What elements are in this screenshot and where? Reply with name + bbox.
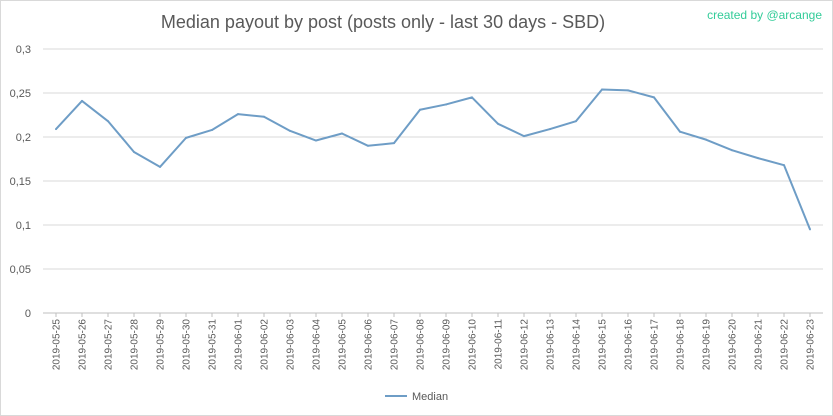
x-tick-label: 2019-06-20 — [728, 319, 739, 371]
data-point — [575, 120, 577, 123]
x-tick-label: 2019-05-31 — [208, 319, 219, 371]
data-point — [159, 165, 161, 168]
x-tick-label: 2019-06-06 — [364, 319, 375, 371]
data-point — [185, 136, 187, 139]
x-tick-label: 2019-06-14 — [572, 319, 583, 371]
data-point — [731, 149, 733, 152]
x-tick-label: 2019-06-02 — [260, 319, 271, 371]
x-tick-label: 2019-05-30 — [182, 319, 193, 371]
x-tick-label: 2019-06-16 — [624, 319, 635, 371]
y-tick-label: 0,2 — [16, 132, 31, 144]
data-point — [133, 150, 135, 153]
data-point — [705, 138, 707, 141]
x-tick-label: 2019-06-08 — [416, 319, 427, 371]
data-point — [809, 228, 811, 231]
x-tick-label: 2019-05-29 — [156, 319, 167, 371]
data-point — [757, 157, 759, 160]
x-tick-label: 2019-05-26 — [78, 319, 89, 371]
data-point — [107, 120, 109, 123]
x-tick-label: 2019-05-28 — [130, 319, 141, 371]
series-line-median — [55, 88, 811, 230]
x-tick-label: 2019-06-23 — [806, 319, 817, 371]
y-tick-label: 0,05 — [10, 264, 31, 276]
series-layer — [55, 88, 811, 231]
data-point — [367, 144, 369, 147]
x-tick-label: 2019-06-18 — [676, 319, 687, 371]
x-tick-label: 2019-05-25 — [52, 319, 63, 371]
x-tick-label: 2019-05-27 — [104, 319, 115, 371]
x-tick-label: 2019-06-10 — [468, 319, 479, 371]
x-axis: 2019-05-25 2019-05-26 2019-05-27 2019-05-28… — [52, 313, 817, 370]
data-point — [315, 139, 317, 142]
data-point — [341, 132, 343, 135]
x-tick-label: 2019-06-13 — [546, 319, 557, 371]
chart-title: Median payout by post (posts only - last… — [161, 12, 605, 32]
data-point — [393, 142, 395, 145]
data-point — [289, 129, 291, 132]
y-axis: 0 0,05 0,1 0,15 0,2 0,25 0,3 — [10, 44, 31, 320]
x-tick-label: 2019-06-09 — [442, 319, 453, 371]
data-point — [237, 113, 239, 116]
legend-label-median: Median — [412, 391, 448, 403]
y-tick-label: 0,15 — [10, 176, 31, 188]
data-point — [81, 99, 83, 102]
data-point — [601, 88, 603, 91]
data-point — [55, 128, 57, 131]
data-point — [497, 122, 499, 125]
y-tick-label: 0,1 — [16, 220, 31, 232]
data-point — [211, 128, 213, 131]
data-point — [679, 130, 681, 133]
y-tick-label: 0 — [25, 308, 31, 320]
x-tick-label: 2019-06-07 — [390, 319, 401, 371]
x-tick-label: 2019-06-12 — [520, 319, 531, 371]
data-point — [549, 128, 551, 131]
data-point — [627, 89, 629, 92]
data-point — [445, 103, 447, 106]
x-tick-label: 2019-06-19 — [702, 319, 713, 371]
data-point — [523, 135, 525, 138]
data-point — [419, 108, 421, 111]
x-tick-label: 2019-06-17 — [650, 319, 661, 371]
legend: Median — [385, 391, 448, 403]
y-tick-label: 0,25 — [10, 88, 31, 100]
x-tick-label: 2019-06-22 — [780, 319, 791, 371]
credit-label: created by @arcange — [707, 8, 822, 22]
y-tick-label: 0,3 — [16, 44, 31, 56]
x-tick-label: 2019-06-03 — [286, 319, 297, 371]
x-tick-label: 2019-06-01 — [234, 319, 245, 371]
data-point — [263, 115, 265, 118]
gridlines — [43, 48, 823, 314]
data-point — [783, 164, 785, 167]
data-point — [653, 96, 655, 99]
x-tick-label: 2019-06-05 — [338, 319, 349, 371]
x-tick-label: 2019-06-15 — [598, 319, 609, 371]
data-point — [471, 96, 473, 99]
x-tick-label: 2019-06-21 — [754, 319, 765, 371]
x-tick-label: 2019-06-04 — [312, 319, 323, 371]
x-tick-label: 2019-06-11 — [494, 319, 505, 370]
